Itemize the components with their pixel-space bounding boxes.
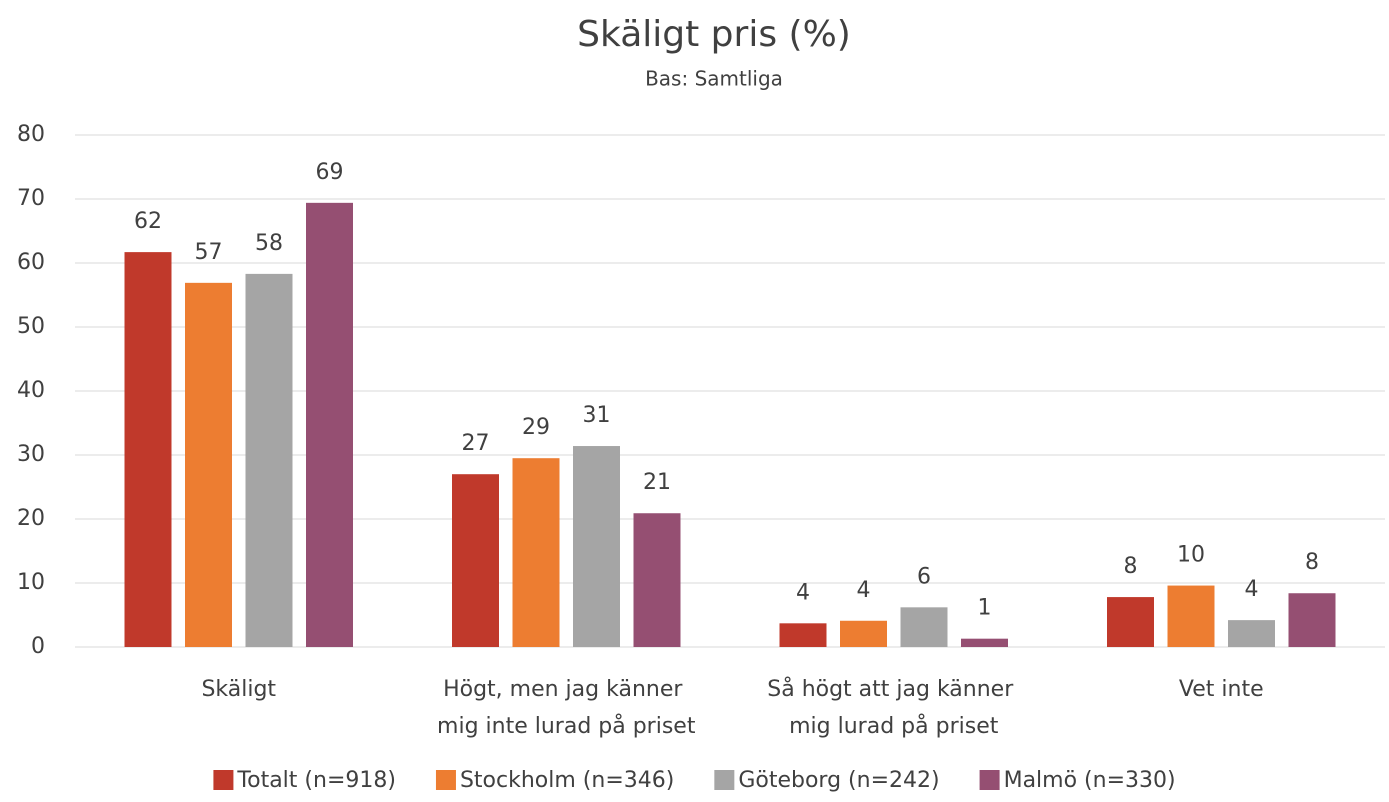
legend-label: Totalt (n=918) bbox=[236, 768, 396, 793]
bar bbox=[1107, 597, 1154, 647]
legend-swatch bbox=[979, 770, 1000, 790]
value-label: 6 bbox=[917, 564, 931, 589]
value-label: 29 bbox=[522, 415, 550, 440]
legend-label: Malmö (n=330) bbox=[1004, 768, 1176, 793]
bar bbox=[124, 252, 172, 647]
chart-title: Skäligt pris (%) bbox=[577, 14, 851, 55]
bar bbox=[1288, 593, 1336, 647]
legend-swatch bbox=[213, 770, 234, 790]
legend-swatch bbox=[714, 770, 735, 790]
value-label: 4 bbox=[857, 578, 871, 603]
bar bbox=[961, 638, 1008, 647]
bar bbox=[185, 282, 232, 647]
bar bbox=[900, 607, 948, 647]
x-tick-label: Skäligt bbox=[201, 677, 276, 702]
value-label: 58 bbox=[255, 231, 283, 256]
y-tick-label: 10 bbox=[17, 570, 45, 595]
bar bbox=[512, 458, 560, 647]
legend-swatch bbox=[435, 770, 456, 790]
legend-label: Stockholm (n=346) bbox=[460, 768, 674, 793]
bar bbox=[1167, 585, 1215, 647]
value-label: 57 bbox=[195, 240, 223, 265]
y-tick-label: 30 bbox=[17, 442, 45, 467]
y-tick-label: 70 bbox=[17, 186, 45, 211]
chart-subtitle: Bas: Samtliga bbox=[645, 67, 783, 91]
bar bbox=[245, 273, 293, 647]
value-label: 31 bbox=[583, 403, 611, 428]
value-label: 1 bbox=[978, 596, 992, 621]
value-label: 27 bbox=[462, 431, 490, 456]
y-tick-label: 0 bbox=[31, 634, 45, 659]
bar bbox=[573, 446, 620, 647]
bar bbox=[633, 513, 681, 647]
bar bbox=[779, 623, 827, 647]
bar bbox=[1228, 620, 1275, 647]
y-tick-label: 40 bbox=[17, 378, 45, 403]
value-label: 69 bbox=[316, 160, 344, 185]
bar bbox=[840, 620, 887, 647]
y-tick-label: 20 bbox=[17, 506, 45, 531]
value-label: 4 bbox=[796, 580, 810, 605]
y-tick-label: 50 bbox=[17, 314, 45, 339]
legend-label: Göteborg (n=242) bbox=[738, 768, 939, 793]
y-tick-label: 80 bbox=[17, 122, 45, 147]
value-label: 8 bbox=[1305, 550, 1319, 575]
bar bbox=[306, 202, 353, 647]
value-label: 10 bbox=[1177, 543, 1205, 568]
value-label: 4 bbox=[1245, 577, 1259, 602]
x-tick-label: Så högt att jag känner mig lurad på pris… bbox=[767, 676, 1020, 739]
bar bbox=[452, 474, 499, 647]
x-tick-label: Vet inte bbox=[1179, 677, 1264, 702]
value-label: 62 bbox=[134, 209, 162, 234]
value-label: 21 bbox=[643, 470, 671, 495]
x-tick-label: Högt, men jag känner mig inte lurad på p… bbox=[437, 677, 696, 739]
legend: Totalt (n=918) Stockholm (n=346) Göteborg … bbox=[213, 768, 1176, 793]
value-label: 8 bbox=[1124, 554, 1138, 579]
y-tick-label: 60 bbox=[17, 250, 45, 275]
